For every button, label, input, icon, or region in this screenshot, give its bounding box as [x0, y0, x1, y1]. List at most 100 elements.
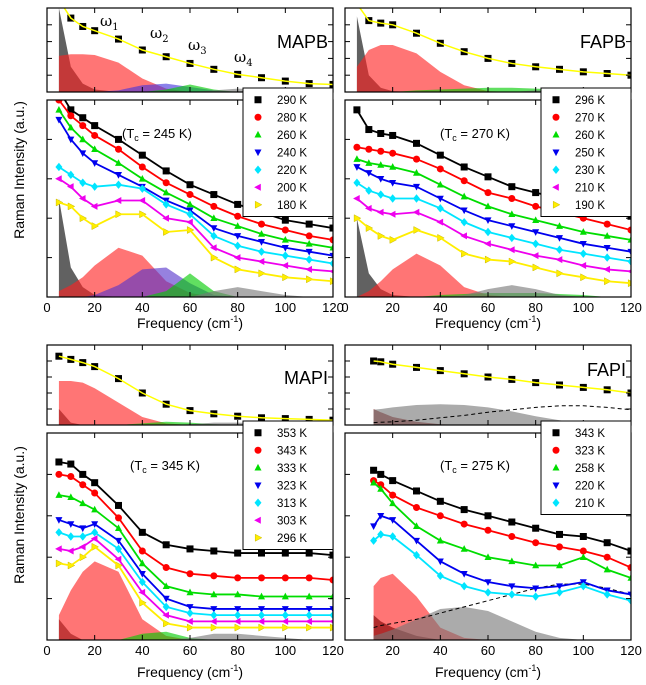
- tc-text: (T: [440, 126, 452, 141]
- legend-label: 296 K: [575, 95, 605, 107]
- legend-marker: [254, 429, 262, 437]
- fit-line: [356, 217, 631, 285]
- legend-label: 313 K: [277, 498, 307, 510]
- legend-label: 210 K: [575, 498, 605, 510]
- x-label-text: ): [536, 315, 541, 331]
- x-label-text: ): [536, 664, 541, 680]
- component-area: [58, 267, 333, 297]
- fit-line: [356, 158, 631, 241]
- marker: [353, 143, 361, 151]
- marker: [55, 545, 62, 553]
- component-area: [58, 54, 333, 92]
- legend-marker: [254, 533, 263, 542]
- mode-label: ω3: [188, 36, 207, 57]
- x-label-text: Frequency (cm: [435, 664, 528, 680]
- legend-label: 260 K: [575, 130, 605, 142]
- fit-line: [58, 100, 333, 241]
- fit-line: [373, 479, 631, 569]
- x-tick-label: 20: [385, 300, 399, 315]
- component-area: [356, 285, 631, 297]
- fit-line: [358, 8, 631, 76]
- panel: [46, 344, 334, 426]
- component-area: [356, 44, 631, 92]
- legend-label: 280 K: [277, 112, 307, 124]
- legend-label: 290 K: [277, 95, 307, 107]
- legend-marker: [552, 130, 560, 138]
- fit-line: [58, 201, 333, 283]
- plot-area: [370, 466, 631, 640]
- panel-title: MAPI: [284, 368, 328, 388]
- x-axis-label: Frequency (cm-1): [137, 663, 243, 680]
- fit-line: [58, 119, 333, 257]
- panel: [344, 344, 632, 426]
- legend: 290 K 280 K 260 K 240 K 220 K 200 K 180 K: [242, 87, 334, 217]
- x-tick-label: 60: [183, 300, 197, 315]
- tc-text: = 275 K): [457, 458, 510, 473]
- legend-marker: [254, 96, 262, 104]
- fit-line: [356, 146, 631, 231]
- x-tick-label: 80: [230, 300, 244, 315]
- x-tick-label: 80: [528, 643, 542, 658]
- fit-line: [373, 533, 631, 602]
- tc-sub: c: [452, 133, 457, 143]
- fit-line: [58, 461, 333, 557]
- legend-label: 258 K: [575, 463, 605, 475]
- x-axis-label: Frequency (cm-1): [435, 314, 541, 331]
- tc-text: = 345 K): [147, 458, 200, 473]
- x-tick-label: 80: [528, 300, 542, 315]
- panel-title: FAPI: [587, 360, 626, 380]
- fit-line: [58, 473, 333, 581]
- mode-symbol: ω: [188, 36, 200, 54]
- x-tick-label: 80: [230, 643, 244, 658]
- legend-marker: [552, 482, 560, 490]
- plot-area: [55, 458, 333, 640]
- fit-line: [58, 531, 333, 617]
- legend-marker: [254, 200, 263, 209]
- mode-index: 1: [112, 22, 118, 33]
- fit-line: [356, 166, 631, 253]
- legend-marker: [254, 498, 262, 507]
- x-label-sup: -1: [528, 663, 536, 673]
- legend-label: 180 K: [277, 200, 307, 212]
- legend-marker: [552, 200, 561, 209]
- plot-area: [370, 357, 631, 425]
- legend-marker: [552, 446, 560, 454]
- component-area: [58, 631, 333, 640]
- x-label-sup: -1: [230, 314, 238, 324]
- panel-title: FAPB: [580, 32, 626, 52]
- component-area: [58, 83, 333, 92]
- panel: 20 40 60 80 100 120: [344, 432, 642, 658]
- legend-marker: [254, 113, 262, 121]
- legend-marker: [254, 516, 261, 524]
- component-area: [373, 404, 631, 425]
- fit-line: [58, 519, 333, 610]
- x-tick-label: 60: [183, 643, 197, 658]
- x-tick-label: 20: [87, 643, 101, 658]
- legend-marker: [552, 113, 560, 121]
- x-tick-label: 40: [135, 300, 149, 315]
- legend-marker: [552, 463, 560, 471]
- mode-symbol: ω: [100, 12, 112, 30]
- marker: [353, 106, 361, 114]
- fit-line: [63, 100, 333, 229]
- x-label-text: ): [238, 664, 243, 680]
- x-label-text: Frequency (cm: [435, 315, 528, 331]
- panel: [46, 7, 334, 93]
- mode-symbol: ω: [150, 24, 162, 42]
- legend-label: 230 K: [575, 165, 605, 177]
- legend-label: 323 K: [277, 480, 307, 492]
- fit-line: [58, 178, 333, 273]
- mode-index: 4: [246, 58, 252, 69]
- legend-label: 353 K: [277, 428, 307, 440]
- x-tick-label: 60: [481, 643, 495, 658]
- plot-area: [353, 106, 631, 297]
- x-label-text: Frequency (cm: [137, 664, 230, 680]
- panel: [344, 7, 632, 93]
- tc-annotation: (Tc = 270 K): [440, 126, 510, 143]
- labels: MAPB ω1 ω2 ω3 ω4 FAPB MAPI FAPI (Tc = 24…: [11, 12, 626, 680]
- mode-label: ω2: [150, 24, 169, 45]
- component-area: [58, 381, 333, 425]
- legend-marker: [552, 165, 560, 174]
- legend-label: 220 K: [575, 480, 605, 492]
